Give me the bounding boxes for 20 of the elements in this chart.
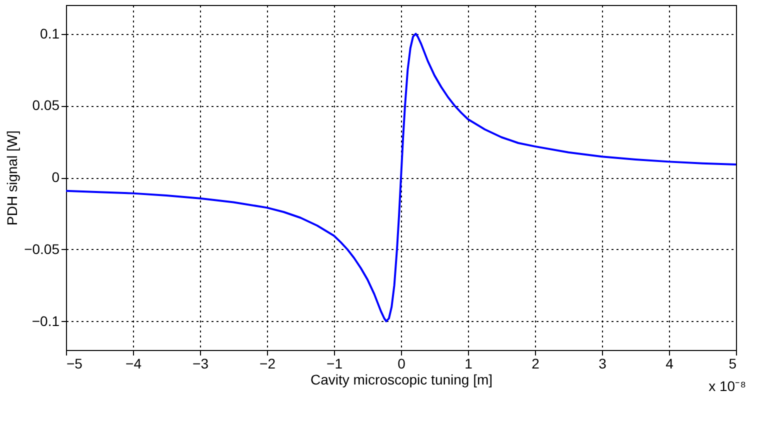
y-tick-label: −0.05 — [24, 240, 60, 257]
x-tick-label: −5 — [66, 356, 83, 372]
y-tick-label: −0.1 — [32, 312, 60, 329]
y-tick-label: 0 — [52, 169, 60, 185]
x-tick-label: 3 — [598, 356, 607, 372]
x-tick-label: 2 — [532, 356, 540, 372]
x-tick-label: −2 — [260, 356, 276, 372]
x-tick-label: −3 — [192, 356, 209, 372]
x-tick-label: 5 — [728, 356, 737, 372]
x-tick-label: −4 — [126, 356, 142, 372]
y-tick-label: 0.05 — [32, 97, 60, 114]
y-axis-title: PDH signal [W] — [4, 130, 20, 226]
x-tick-label: 1 — [464, 356, 473, 372]
x-tick-label: −1 — [326, 356, 343, 372]
x-tick-label: 0 — [398, 356, 406, 372]
y-tick-label: 0.1 — [40, 25, 60, 42]
line-series — [66, 32, 736, 322]
x-axis-title: Cavity microscopic tuning [m] — [310, 372, 493, 388]
x-tick-label: 4 — [666, 356, 674, 372]
text: x 10⁻⁸ — [708, 378, 746, 394]
